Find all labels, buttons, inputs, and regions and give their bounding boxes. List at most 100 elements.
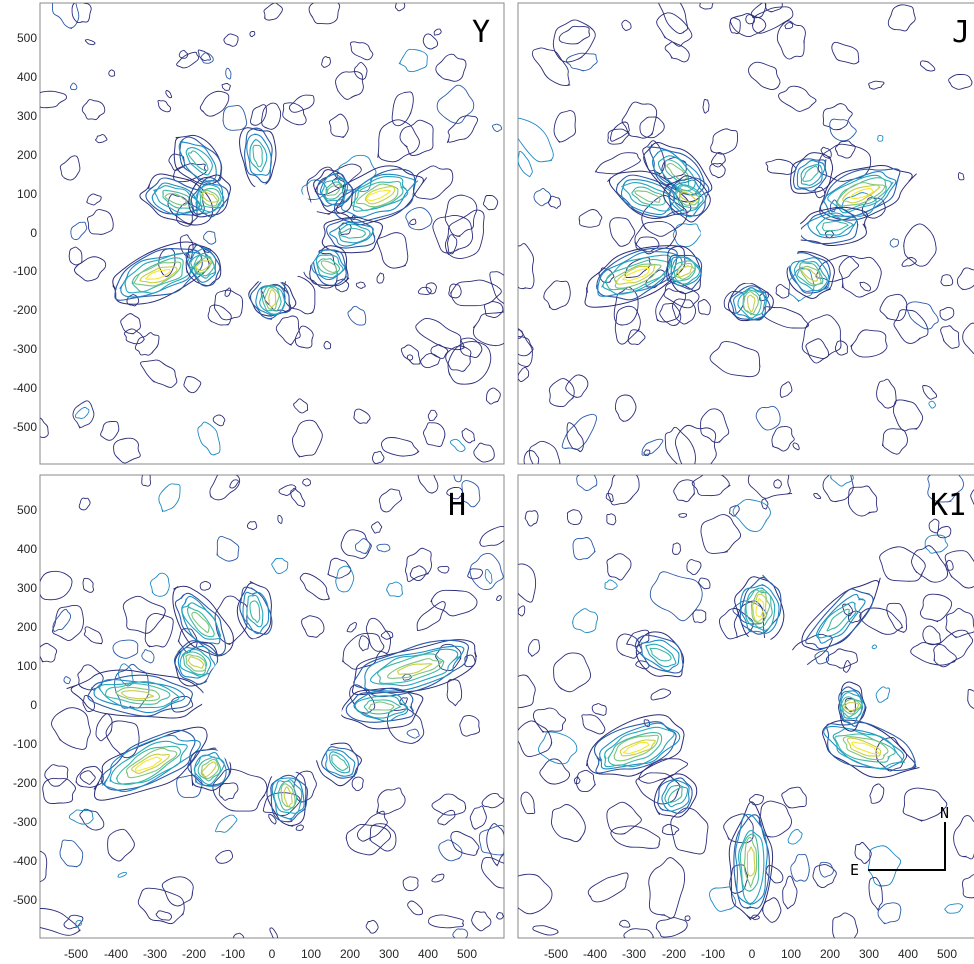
feature-contour — [657, 155, 696, 192]
noise-contour — [673, 479, 696, 503]
noise-contour — [321, 56, 331, 68]
feature-contour — [838, 686, 867, 727]
noise-contour — [268, 813, 277, 825]
noise-contour — [345, 823, 391, 856]
feature-contour — [796, 159, 826, 189]
noise-contour — [423, 422, 446, 447]
noise-contour — [126, 294, 140, 307]
feature-contour — [239, 586, 273, 635]
feature-contour — [120, 690, 154, 700]
noise-contour — [117, 871, 127, 878]
noise-contour — [889, 238, 899, 248]
noise-contour — [420, 353, 441, 369]
noise-contour — [435, 643, 462, 672]
noise-contour — [732, 498, 771, 532]
noise-contour — [805, 338, 830, 364]
y-tick-label: -200 — [13, 776, 37, 790]
noise-contour — [301, 615, 325, 638]
noise-contour — [376, 232, 409, 269]
noise-contour — [438, 839, 463, 862]
occulter-mask — [202, 636, 342, 777]
x-tick-label: -500 — [64, 947, 88, 961]
feature-contour — [187, 656, 205, 669]
feature-contour — [197, 756, 222, 782]
noise-contour — [74, 406, 90, 419]
noise-contour — [893, 309, 929, 344]
noise-contour — [137, 887, 185, 925]
feature-contour — [246, 133, 272, 176]
feature-contour — [246, 594, 264, 628]
y-tick-label: -300 — [13, 342, 37, 356]
feature-contour — [734, 813, 768, 906]
noise-contour — [350, 41, 374, 61]
noise-contour — [87, 209, 114, 236]
panel-label-j: J — [952, 15, 970, 50]
feature-contour — [179, 136, 223, 183]
feature-contour — [807, 212, 858, 239]
noise-contour — [277, 514, 283, 524]
noise-contour — [523, 450, 540, 464]
noise-contour — [378, 488, 403, 513]
noise-contour — [59, 839, 84, 868]
noise-contour — [684, 915, 691, 922]
feature-contour — [338, 227, 367, 239]
feature-contour — [326, 218, 376, 249]
feature-contour — [187, 748, 230, 787]
noise-contour — [869, 783, 885, 804]
x-tick-label: 400 — [898, 947, 918, 961]
feature-contour — [172, 585, 234, 657]
feature-contour — [675, 262, 696, 280]
x-tick-label: -300 — [143, 947, 167, 961]
noise-contour — [518, 873, 553, 915]
noise-contour — [607, 475, 640, 506]
feature-contour — [643, 142, 713, 203]
feature-contour — [187, 150, 209, 172]
noise-contour — [520, 791, 536, 815]
feature-contour — [607, 170, 692, 220]
x-tick-label: 100 — [301, 947, 321, 961]
feature-contour — [672, 184, 704, 212]
noise-contour — [650, 688, 672, 701]
noise-contour — [578, 209, 603, 228]
panel-label-k1: K1 — [930, 488, 966, 523]
feature-contour — [119, 251, 203, 298]
noise-contour — [751, 914, 760, 921]
feature-contour — [819, 168, 901, 221]
noise-contour — [406, 354, 414, 361]
noise-contour — [299, 572, 331, 601]
feature-contour — [607, 731, 663, 766]
noise-contour — [670, 807, 709, 855]
x-tick-label: -200 — [662, 947, 686, 961]
feature-contour — [653, 773, 698, 818]
noise-contour — [699, 3, 714, 10]
noise-contour — [176, 774, 203, 798]
panel-h: H 500 400 300 200 100 0 -100 -200 -300 -… — [13, 474, 505, 961]
noise-contour — [261, 102, 282, 130]
noise-contour — [723, 813, 754, 844]
noise-contour — [518, 674, 536, 709]
noise-contour — [624, 257, 651, 279]
noise-contour — [607, 128, 630, 145]
feature-contour — [651, 149, 702, 196]
noise-contour — [957, 172, 965, 181]
noise-contour — [380, 630, 394, 640]
noise-contour — [773, 479, 782, 489]
noise-contour — [444, 209, 485, 259]
noise-contour — [940, 325, 960, 349]
y-tick-label: 100 — [17, 659, 37, 673]
feature-contour — [188, 247, 217, 283]
feature-contour — [201, 761, 217, 778]
feature-contour — [316, 172, 354, 207]
feature-contour — [321, 178, 347, 202]
noise-contour — [518, 720, 553, 758]
noise-contour — [178, 49, 189, 59]
feature-contour — [331, 754, 349, 772]
panel-y-frame — [39, 2, 505, 465]
noise-contour — [483, 301, 504, 319]
noise-contour — [558, 25, 591, 45]
noise-contour — [732, 600, 768, 625]
feature-contour — [93, 726, 208, 801]
noise-contour — [781, 786, 807, 809]
y-tick-label: -200 — [13, 303, 37, 317]
noise-contour — [664, 41, 690, 63]
